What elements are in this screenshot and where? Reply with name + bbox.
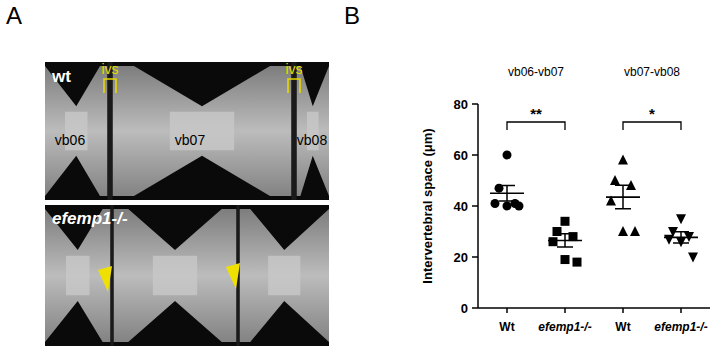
vertebra	[113, 66, 292, 196]
vertebra-label: vb08	[297, 132, 328, 148]
data-point	[676, 214, 686, 224]
error-bar	[673, 232, 689, 243]
y-tick	[472, 307, 478, 309]
error-bar	[499, 186, 515, 201]
x-tick	[564, 308, 566, 313]
group-label: vb06-vb07	[508, 65, 564, 79]
x-tick	[506, 308, 508, 313]
y-tick	[472, 154, 478, 156]
y-tick-label: 20	[454, 250, 468, 265]
x-tick-label: Wt	[499, 320, 514, 334]
x-tick-label: efemp1-/-	[538, 320, 591, 334]
vertebra-centrum	[153, 256, 197, 295]
x-tick	[680, 308, 682, 313]
plot-area	[490, 151, 698, 267]
data-point	[664, 235, 674, 245]
x-axis	[478, 307, 710, 309]
vertebra	[114, 209, 237, 342]
image-panel	[45, 205, 329, 346]
group-label: vb07-vb08	[624, 65, 680, 79]
ivs-bracket	[104, 79, 116, 93]
data-point	[515, 202, 524, 211]
image-background	[45, 205, 329, 346]
vertebra-label: vb07	[175, 132, 206, 148]
significance-bracket	[623, 122, 681, 130]
x-tick-label: efemp1-/-	[654, 320, 707, 334]
data-point	[491, 199, 500, 208]
y-tick	[472, 256, 478, 258]
data-point	[610, 175, 620, 185]
data-point	[561, 217, 570, 226]
data-point	[573, 258, 582, 267]
y-tick-label: 40	[454, 199, 468, 214]
data-point	[688, 253, 698, 263]
y-tick-label: 0	[461, 301, 468, 316]
figure: A Bwt efemp1-/- ivs ivs vb06 vb07 vb08 0 20 40 60 80…	[0, 0, 727, 352]
y-axis-label: Intervertebral space (μm)	[420, 128, 435, 283]
y-tick-label: 60	[454, 148, 468, 163]
vertebra-centrum	[170, 112, 234, 151]
error-bar	[557, 234, 573, 247]
significance-label: **	[530, 105, 542, 122]
data-point	[553, 227, 562, 236]
y-tick	[472, 205, 478, 207]
data-point	[549, 237, 558, 246]
panel-label: B	[344, 2, 360, 29]
vertebra	[45, 66, 108, 196]
arrowhead	[226, 263, 240, 289]
image-panel	[45, 62, 329, 200]
image-label: efemp1-/-	[52, 209, 128, 228]
panel-label: A	[6, 2, 22, 29]
data-point	[503, 202, 512, 211]
data-point	[630, 226, 640, 236]
image-label: wt	[51, 67, 71, 86]
significance-label: *	[649, 105, 655, 122]
data-point	[618, 155, 628, 165]
ivs-label: ivs	[101, 61, 118, 77]
image-background	[45, 62, 329, 200]
arrowhead	[98, 266, 112, 292]
ivs-label: ivs	[285, 61, 302, 77]
x-tick	[622, 308, 624, 313]
vertebra-centrum	[268, 256, 300, 295]
vertebra	[297, 66, 330, 196]
intervertebral-space	[108, 62, 113, 200]
data-point	[561, 255, 570, 264]
vertebra-label: vb06	[55, 132, 86, 148]
error-bar	[615, 185, 631, 208]
data-point	[618, 226, 628, 236]
y-tick-label: 80	[454, 97, 468, 112]
data-point	[503, 151, 512, 160]
significance-bracket	[507, 122, 565, 130]
vertebra-centrum	[66, 256, 90, 295]
intervertebral-space	[292, 62, 297, 200]
y-tick	[472, 103, 478, 105]
ivs-bracket	[288, 79, 300, 93]
x-tick-label: Wt	[615, 320, 630, 334]
vertebra	[240, 209, 330, 342]
